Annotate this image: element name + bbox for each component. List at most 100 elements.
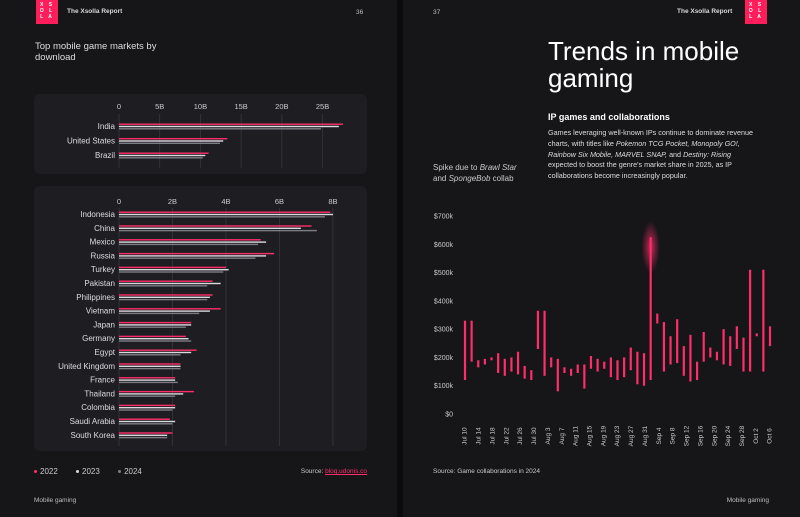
x-tick-label: 0 — [117, 197, 121, 206]
range-bar — [576, 364, 579, 373]
bar-2024 — [119, 354, 181, 356]
range-bar — [503, 358, 506, 376]
logo-letters-1: X S — [748, 2, 764, 8]
logo-letters-2: O L — [39, 8, 55, 14]
category-label: Philippines — [76, 293, 115, 302]
x-tick-label: 2B — [168, 197, 177, 206]
bar-2022 — [119, 349, 197, 351]
bar-2024 — [119, 285, 208, 287]
range-bar — [490, 357, 493, 361]
source-link[interactable]: blog.udonis.co — [325, 468, 367, 475]
x-tick-label: Sep 28 — [739, 425, 746, 446]
range-bar — [477, 360, 480, 368]
x-tick-label: Aug 27 — [628, 425, 635, 446]
page-title: Trends in mobile gaming — [548, 36, 740, 93]
bar-2022 — [119, 211, 331, 213]
category-label: Egypt — [95, 348, 116, 357]
y-tick-label: $200k — [434, 355, 454, 362]
bar-2024 — [119, 157, 203, 159]
x-tick-label: Jul 10 — [462, 427, 469, 445]
x-tick-label: Sep 4 — [656, 427, 663, 444]
x-tick-label: Sep 12 — [684, 425, 691, 446]
bar-2024 — [119, 229, 317, 232]
range-bar — [755, 333, 758, 337]
range-bar — [729, 336, 732, 366]
bar-2024 — [119, 243, 259, 246]
x-tick-label: Sep 24 — [725, 425, 732, 446]
bar-2022 — [119, 363, 181, 365]
bar-2023 — [119, 241, 267, 243]
category-label: Thailand — [84, 389, 115, 398]
x-tick-label: 20B — [275, 102, 288, 111]
category-label: Saudi Arabia — [70, 417, 116, 426]
x-tick-label: Sep 16 — [697, 425, 704, 446]
category-label: United Kingdom — [58, 362, 115, 371]
footer-label: Mobile gaming — [726, 497, 769, 504]
category-label: India — [98, 122, 116, 131]
logo-letters-3: L A — [749, 14, 763, 20]
range-bar — [735, 326, 738, 349]
range-bar — [550, 357, 553, 368]
x-tick-label: 8B — [328, 197, 337, 206]
x-tick-label: Aug 31 — [642, 425, 649, 446]
bar-2022 — [119, 152, 209, 154]
xsolla-logo: X S O L L A — [36, 0, 58, 24]
range-bar — [742, 337, 745, 372]
chart-source: Source: Game collaborations in 2024 — [433, 468, 540, 475]
range-bar — [649, 237, 652, 381]
y-tick-label: $600k — [434, 242, 454, 249]
xsolla-logo: X S O L L A — [745, 0, 767, 24]
range-bar — [536, 310, 540, 349]
category-label: Germany — [82, 334, 115, 343]
x-tick-label: Jul 30 — [531, 427, 538, 445]
y-tick-label: $700k — [434, 214, 454, 221]
bar-2023 — [119, 154, 206, 157]
bar-2024 — [119, 271, 224, 273]
range-bar — [569, 368, 573, 376]
bar-2023 — [119, 140, 224, 142]
chart-panel-top: 0 5B 10B 15B 20B 25B India United States Brazil — [34, 94, 367, 174]
range-bar — [583, 364, 586, 389]
legend-2024: 2024 — [118, 467, 142, 476]
bar-2023 — [119, 125, 339, 128]
y-tick-label: $100k — [434, 383, 454, 390]
range-bar — [470, 320, 473, 362]
x-tick-label: Jul 22 — [503, 427, 510, 445]
range-bar — [715, 351, 719, 361]
bar-2023 — [119, 365, 181, 367]
range-bar — [749, 269, 752, 372]
logo-letters-2: O L — [748, 8, 764, 14]
page-number: 36 — [356, 9, 364, 16]
range-bar — [603, 361, 606, 369]
bar-2024 — [119, 216, 325, 218]
legend-2023: 2023 — [76, 467, 100, 476]
range-bar — [516, 351, 520, 375]
range-bar — [629, 347, 632, 371]
bar-2023 — [119, 420, 176, 423]
range-bar — [543, 310, 546, 376]
footer-label: Mobile gaming — [34, 497, 77, 504]
range-bar — [689, 334, 692, 382]
x-tick-label: Aug 23 — [614, 425, 621, 446]
range-bar — [762, 269, 765, 372]
bar-2024 — [119, 298, 208, 301]
bar-2023 — [119, 351, 192, 354]
x-tick-label: 4B — [221, 197, 230, 206]
bar-2022 — [119, 266, 226, 269]
bar-2023 — [119, 324, 192, 326]
bar-2023 — [119, 338, 189, 340]
category-label: Japan — [93, 320, 115, 329]
bar-2023 — [119, 407, 176, 409]
bar-2022 — [119, 418, 170, 420]
x-tick-label: 15B — [234, 102, 247, 111]
x-tick-label: 6B — [275, 197, 284, 206]
bar-2023 — [119, 269, 229, 271]
report-title: The Xsolla Report — [677, 8, 733, 15]
range-bar — [609, 357, 612, 378]
bar-2022 — [119, 377, 176, 379]
category-label: Mexico — [90, 238, 116, 247]
range-bar — [768, 326, 772, 347]
x-tick-label: 10B — [194, 102, 207, 111]
section-body: Games leveraging well-known IPs continue… — [548, 128, 753, 181]
page-number: 37 — [433, 9, 441, 16]
